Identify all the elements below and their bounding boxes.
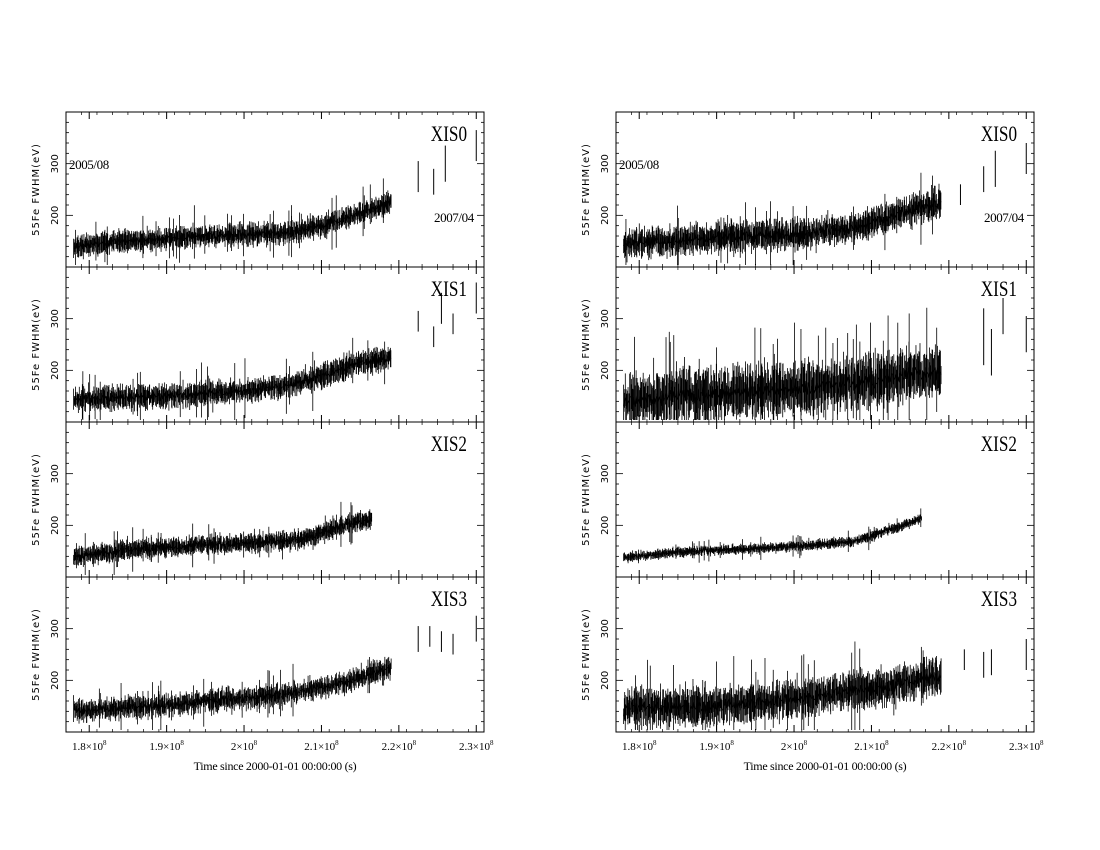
data-series: [623, 298, 1027, 420]
data-line: [623, 197, 942, 251]
panel-label: XIS1: [431, 277, 467, 302]
panel-left-xis0: 200 300 55Fe FWHM(eV) XIS0 2005/08 2007/04: [31, 111, 485, 268]
y-tick-label: 200: [50, 361, 61, 380]
panel-right-xis2: 200 300 55Fe FWHM(eV) XIS2: [581, 421, 1035, 578]
panel-label: XIS0: [981, 122, 1017, 147]
panel-label: XIS0: [431, 122, 467, 147]
panel-label: XIS2: [981, 432, 1017, 457]
panel-right-xis0: 200 300 55Fe FWHM(eV) XIS0 2005/08 2007/04: [581, 111, 1035, 268]
y-axis-label: 55Fe FWHM(eV): [581, 608, 592, 701]
data-series: [73, 282, 477, 420]
y-tick-label: 300: [50, 619, 61, 638]
panel-frame: [65, 576, 485, 733]
panel-frame: [615, 576, 1035, 733]
x-tick-label: 2.2×108: [382, 739, 417, 753]
y-axis-label: 55Fe FWHM(eV): [31, 143, 42, 236]
panel-left-xis2: 200 300 55Fe FWHM(eV) XIS2: [31, 421, 485, 578]
panel-right-xis1: 200 300 55Fe FWHM(eV) XIS1: [581, 266, 1035, 423]
panel-label: XIS3: [981, 587, 1017, 612]
panel-label: XIS3: [431, 587, 467, 612]
data-series: [73, 130, 477, 265]
y-axis-label: 55Fe FWHM(eV): [581, 298, 592, 391]
y-axis-label: 55Fe FWHM(eV): [31, 608, 42, 701]
x-tick-label: 2.3×108: [459, 739, 494, 753]
y-axis-label: 55Fe FWHM(eV): [31, 453, 42, 546]
y-tick-label: 300: [600, 464, 611, 483]
y-tick-label: 300: [50, 309, 61, 328]
panel-label: XIS1: [981, 277, 1017, 302]
y-tick-label: 300: [50, 154, 61, 173]
data-line: [73, 663, 392, 716]
y-tick-label: 200: [50, 516, 61, 535]
y-tick-label: 200: [50, 671, 61, 690]
data-line: [623, 515, 922, 560]
annotation-start-date: 2005/08: [69, 157, 109, 172]
x-tick-label: 1.9×108: [149, 739, 184, 753]
y-tick-label: 200: [50, 206, 61, 225]
y-tick-label: 200: [600, 206, 611, 225]
y-tick-label: 300: [600, 309, 611, 328]
y-tick-label: 300: [600, 154, 611, 173]
x-axis-label: Time since 2000-01-01 00:00:00 (s): [194, 759, 357, 773]
y-tick-label: 200: [600, 516, 611, 535]
y-tick-label: 200: [600, 361, 611, 380]
y-tick-label: 300: [50, 464, 61, 483]
x-tick-label: 1.8×108: [72, 739, 107, 753]
y-axis-label: 55Fe FWHM(eV): [581, 453, 592, 546]
data-series: [73, 501, 373, 575]
panel-label: XIS2: [431, 432, 467, 457]
y-tick-label: 200: [600, 671, 611, 690]
y-axis-label: 55Fe FWHM(eV): [31, 298, 42, 391]
x-tick-label: 2.1×108: [304, 739, 339, 753]
y-axis-label: 55Fe FWHM(eV): [581, 143, 592, 236]
y-tick-label: 300: [600, 619, 611, 638]
annotation-start-date: 2005/08: [619, 157, 659, 172]
data-line: [73, 354, 392, 404]
data-line: [73, 197, 392, 252]
data-series: [623, 639, 1027, 730]
panel-left-xis1: 200 300 55Fe FWHM(eV) XIS1: [31, 266, 485, 423]
panel-left-xis3: 200 300 55Fe FWHM(eV) XIS3 1.8×108 1.9×108 2×1…: [31, 576, 494, 773]
annotation-end-date: 2007/04: [984, 210, 1025, 225]
data-series: [73, 615, 477, 730]
data-line: [73, 516, 373, 560]
data-series: [623, 508, 922, 564]
annotation-end-date: 2007/04: [434, 210, 475, 225]
data-line: [623, 366, 942, 409]
x-tick-label: 2×108: [231, 739, 258, 753]
data-series: [623, 143, 1027, 265]
